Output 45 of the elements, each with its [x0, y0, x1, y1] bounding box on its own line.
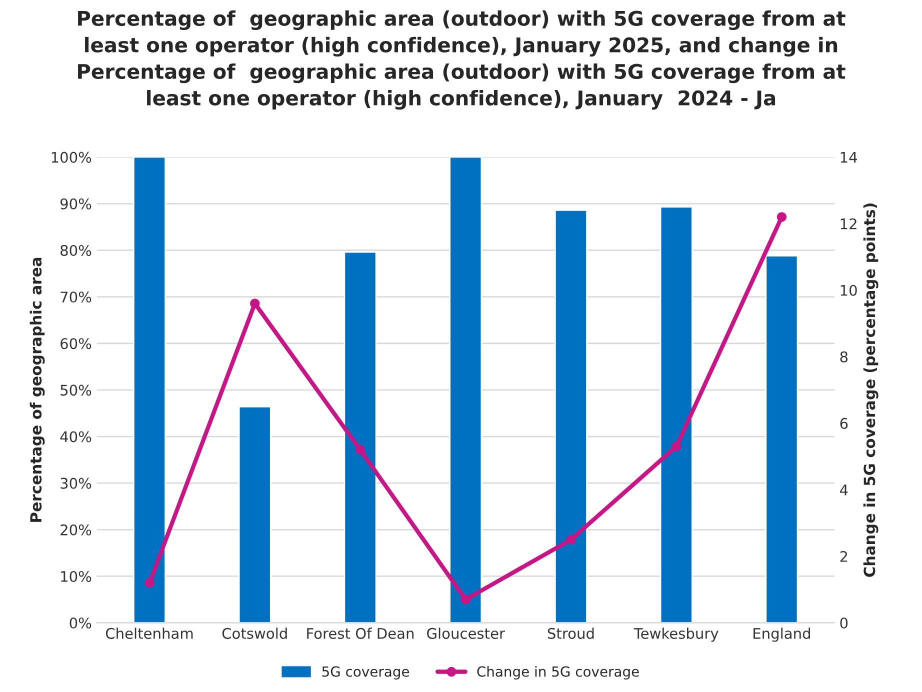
y-tick-label: 20%	[60, 524, 92, 536]
bar	[132, 157, 166, 623]
y2-tick-label: 8	[840, 351, 848, 362]
point	[355, 444, 366, 455]
bar	[449, 157, 482, 623]
y-tick-label: 0%	[70, 618, 92, 629]
point	[250, 298, 260, 308]
y-tick-label: 10%	[61, 570, 92, 582]
y-tick-label: 70%	[60, 292, 92, 303]
legend-label: 5G coverage	[322, 666, 410, 680]
y2-tick-label: 12	[840, 218, 856, 230]
x-tick-label: Stroud	[548, 628, 594, 639]
x-tick-label: Tewkesbury	[634, 628, 718, 642]
bar	[660, 206, 693, 623]
y-tick-label: 30%	[60, 478, 92, 489]
y-tick-label: 80%	[60, 244, 92, 256]
y-tick-label: 50%	[60, 384, 92, 396]
point	[776, 212, 787, 222]
y-tick-label: 60%	[60, 338, 92, 350]
point	[144, 578, 154, 588]
y2-tick-label: 4	[840, 484, 848, 496]
point	[460, 594, 470, 604]
point	[671, 442, 682, 452]
y-axis-title: Percentage of geographic area	[30, 258, 45, 522]
x-tick-label: Gloucester	[427, 628, 506, 639]
x-tick-label: Forest Of Dean	[307, 628, 414, 639]
legend-label: Change in 5G coverage	[477, 666, 639, 680]
x-tick-label: England	[754, 628, 810, 642]
bar	[765, 255, 798, 623]
y-tick-label: 40%	[60, 431, 92, 442]
x-tick-label: Cotswold	[222, 628, 287, 639]
y2-tick-label: 10	[840, 284, 857, 296]
bar	[344, 251, 377, 623]
y2-tick-label: 0	[840, 618, 848, 629]
x-tick-label: Cheltenham	[106, 628, 193, 639]
y2-axis-title: Change in 5G coverage (percentage points)	[863, 204, 878, 577]
y2-tick-label: 14	[840, 152, 858, 163]
y-tick-label: 100%	[52, 152, 92, 163]
y2-tick-label: 6	[840, 418, 848, 429]
bar	[238, 406, 272, 623]
bar	[554, 209, 588, 623]
chart-title: Percentage of geographic area (outdoor) with 5G coverage from at least one operator (high confidence), January 2025, and change in Percentage of geographic area (outdoor) with 5G coverage from at least one operator (high confidence), January 2024 - Ja	[78, 10, 846, 110]
point	[566, 534, 576, 544]
y2-tick-label: 2	[840, 550, 848, 562]
y-tick-label: 90%	[60, 198, 92, 210]
